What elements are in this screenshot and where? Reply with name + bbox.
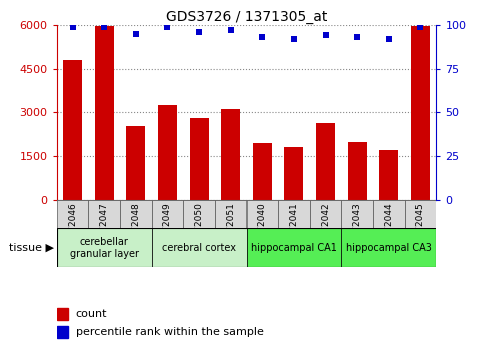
Bar bbox=[152, 200, 183, 228]
Bar bbox=[246, 200, 278, 228]
Text: hippocampal CA3: hippocampal CA3 bbox=[346, 243, 432, 253]
Bar bbox=[380, 150, 398, 200]
Text: GSM172049: GSM172049 bbox=[163, 202, 172, 257]
Text: GSM172043: GSM172043 bbox=[352, 202, 362, 257]
Text: percentile rank within the sample: percentile rank within the sample bbox=[76, 327, 264, 337]
Bar bbox=[316, 122, 335, 200]
Bar bbox=[253, 143, 272, 200]
Text: GSM172045: GSM172045 bbox=[416, 202, 425, 257]
Text: GSM172048: GSM172048 bbox=[131, 202, 141, 257]
Text: cerebellar
granular layer: cerebellar granular layer bbox=[70, 237, 139, 259]
Point bbox=[69, 24, 76, 29]
Point bbox=[227, 27, 235, 33]
Point bbox=[385, 36, 393, 42]
Point bbox=[258, 34, 266, 40]
Bar bbox=[215, 200, 246, 228]
Bar bbox=[310, 200, 341, 228]
Text: GSM172040: GSM172040 bbox=[258, 202, 267, 257]
Text: GSM172042: GSM172042 bbox=[321, 202, 330, 257]
Bar bbox=[57, 326, 68, 338]
Bar bbox=[57, 308, 68, 320]
Title: GDS3726 / 1371305_at: GDS3726 / 1371305_at bbox=[166, 10, 327, 24]
Bar bbox=[183, 200, 215, 228]
Bar bbox=[284, 147, 304, 200]
Point bbox=[353, 34, 361, 40]
Bar bbox=[405, 200, 436, 228]
Bar bbox=[411, 26, 430, 200]
Text: hippocampal CA1: hippocampal CA1 bbox=[251, 243, 337, 253]
Text: GSM172047: GSM172047 bbox=[100, 202, 108, 257]
Point bbox=[321, 33, 329, 38]
Bar bbox=[348, 142, 367, 200]
Bar bbox=[373, 200, 405, 228]
Text: GSM172051: GSM172051 bbox=[226, 202, 235, 257]
Text: tissue ▶: tissue ▶ bbox=[9, 243, 54, 253]
Bar bbox=[221, 109, 240, 200]
Text: GSM172041: GSM172041 bbox=[289, 202, 298, 257]
Bar bbox=[57, 228, 152, 267]
Point bbox=[195, 29, 203, 35]
Bar bbox=[88, 200, 120, 228]
Point bbox=[132, 31, 140, 36]
Bar bbox=[278, 200, 310, 228]
Bar bbox=[152, 228, 246, 267]
Bar bbox=[246, 228, 341, 267]
Bar bbox=[57, 200, 88, 228]
Bar bbox=[158, 105, 177, 200]
Text: GSM172044: GSM172044 bbox=[385, 202, 393, 257]
Bar bbox=[341, 200, 373, 228]
Bar bbox=[120, 200, 152, 228]
Point bbox=[100, 24, 108, 29]
Text: count: count bbox=[76, 309, 107, 319]
Point bbox=[164, 24, 172, 29]
Bar bbox=[63, 60, 82, 200]
Bar bbox=[126, 126, 145, 200]
Text: GSM172046: GSM172046 bbox=[68, 202, 77, 257]
Point bbox=[290, 36, 298, 42]
Bar bbox=[95, 26, 113, 200]
Text: cerebral cortex: cerebral cortex bbox=[162, 243, 236, 253]
Text: GSM172050: GSM172050 bbox=[195, 202, 204, 257]
Point bbox=[417, 24, 424, 29]
Bar bbox=[189, 118, 209, 200]
Bar bbox=[341, 228, 436, 267]
